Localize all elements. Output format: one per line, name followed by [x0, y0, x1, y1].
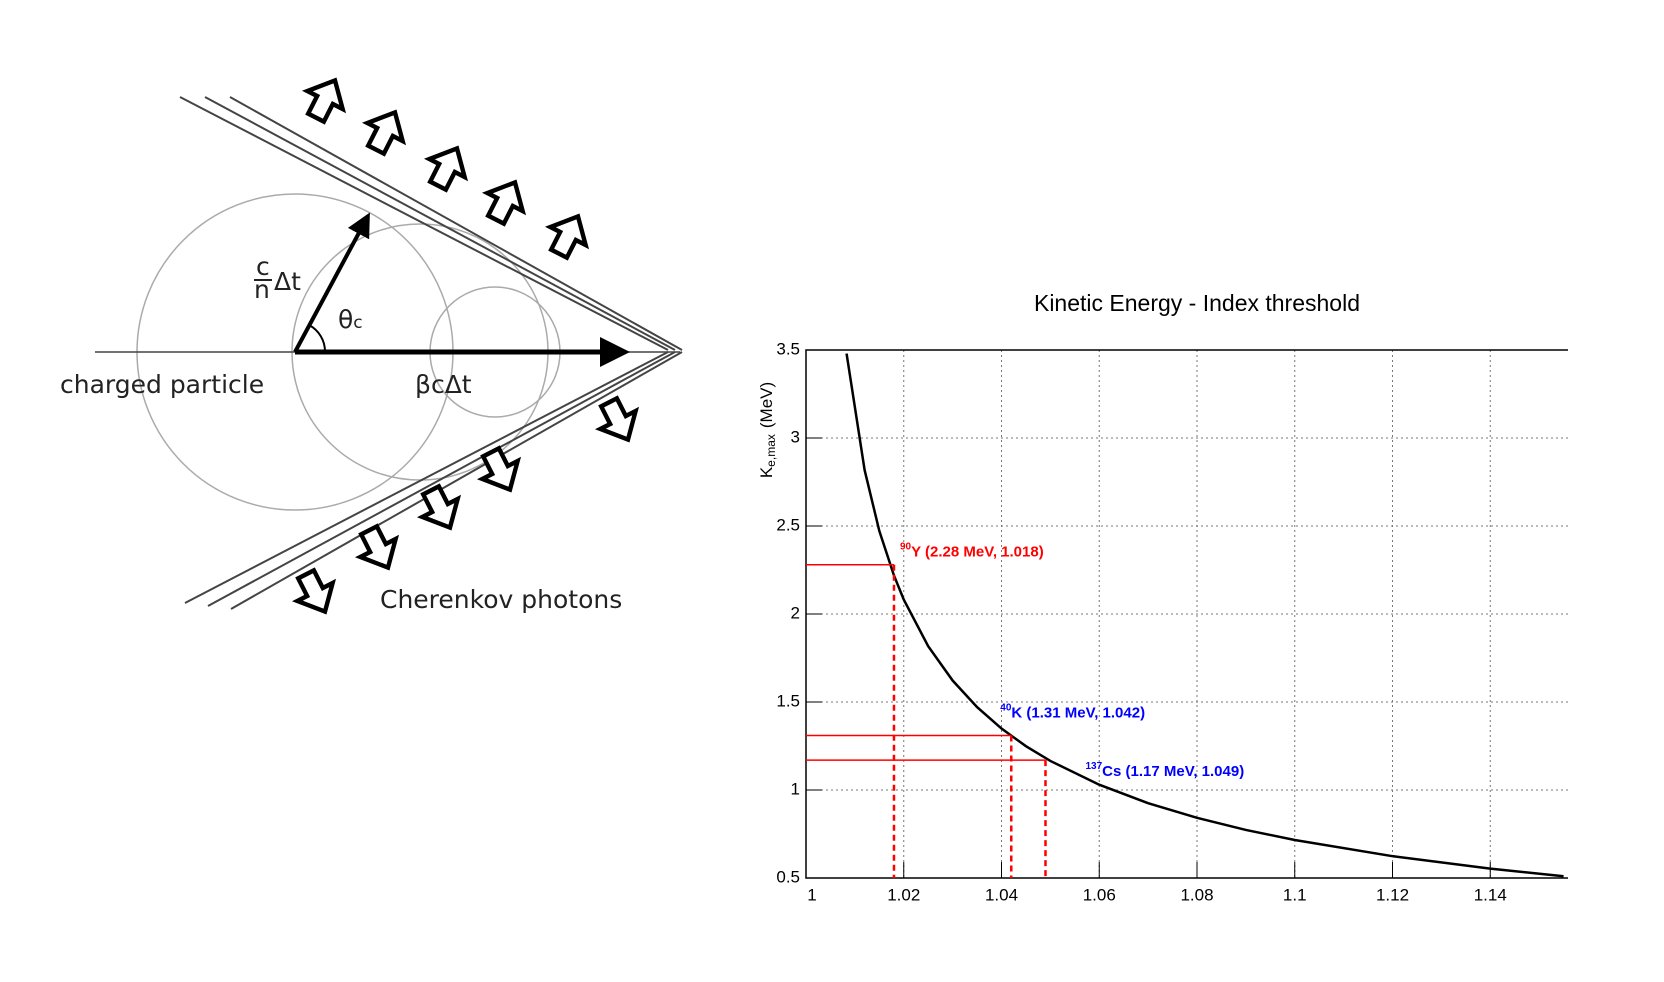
- speed-dt: Δt: [274, 267, 301, 296]
- y-tick-label: 0.5: [776, 867, 800, 886]
- x-tick-label: 1.06: [1083, 885, 1116, 904]
- y-tick-label: 3: [791, 427, 800, 446]
- y-label-sub: e,max: [764, 434, 778, 467]
- particle-label: charged particle: [60, 370, 264, 399]
- photon-arrow: [354, 523, 400, 571]
- chart-title: Kinetic Energy - Index threshold: [1034, 290, 1360, 316]
- x-tick-label: 1.08: [1180, 885, 1213, 904]
- distance-label: βcΔt: [415, 370, 472, 399]
- y-tick-label: 3.5: [776, 339, 800, 358]
- annotation-text: K (1.31 MeV, 1.042): [1011, 704, 1145, 721]
- chart: Kinetic Energy - Index threshold Ke,max (…: [757, 290, 1568, 904]
- photon-arrow: [476, 445, 522, 493]
- plot-frame: [805, 349, 1568, 879]
- photon-arrow: [416, 483, 462, 531]
- photon-arrow: [361, 109, 407, 157]
- y-label-main: K: [757, 466, 776, 478]
- x-tick-label: 1.02: [887, 885, 920, 904]
- annotation-text: Y (2.28 MeV, 1.018): [911, 544, 1044, 561]
- photon-arrow: [291, 567, 337, 615]
- photon-arrows: [291, 77, 640, 615]
- angle-symbol: θ: [338, 305, 353, 334]
- curve: [845, 353, 1564, 878]
- x-tick-label: 1.14: [1474, 885, 1507, 904]
- photons-label: Cherenkov photons: [380, 585, 622, 614]
- y-axis-label: Ke,max (MeV): [757, 382, 778, 478]
- photon-arrow: [423, 145, 469, 193]
- angle-label: θc: [338, 305, 363, 334]
- photon-arrow: [481, 179, 527, 227]
- annotation: 137Cs (1.17 MeV, 1.049): [1085, 761, 1244, 780]
- photon-arrow: [544, 213, 590, 261]
- annotation-sup: 137: [1085, 761, 1102, 772]
- x-tick-label: 1.04: [985, 885, 1018, 904]
- annotation-sup: 40: [1000, 702, 1012, 713]
- photon-arrow: [301, 77, 347, 125]
- speed-num: c: [256, 252, 270, 281]
- angle-sub: c: [353, 313, 362, 333]
- x-tick-label: 1: [807, 885, 816, 904]
- x-tick-label: 1.12: [1376, 885, 1409, 904]
- angle-arc: [308, 324, 327, 353]
- y-tick-label: 1: [791, 779, 800, 798]
- annotation: 40K (1.31 MeV, 1.042): [1000, 702, 1145, 721]
- annotation: 90Y (2.28 MeV, 1.018): [900, 541, 1044, 560]
- light-arrow: [293, 212, 370, 353]
- y-tick-label: 2: [791, 603, 800, 622]
- annotation-text: Cs (1.17 MeV, 1.049): [1102, 763, 1244, 780]
- speed-den: n: [254, 275, 270, 304]
- photon-arrow: [594, 395, 640, 443]
- y-label-unit: (MeV): [757, 382, 776, 428]
- y-tick-label: 2.5: [776, 515, 800, 534]
- cherenkov-diagram: c n Δt θc charged particle βcΔt Cherenko…: [60, 77, 683, 615]
- cone-lines: [95, 96, 683, 610]
- y-tick-label: 1.5: [776, 691, 800, 710]
- annotation-sup: 90: [900, 541, 912, 552]
- x-tick-label: 1.1: [1283, 885, 1307, 904]
